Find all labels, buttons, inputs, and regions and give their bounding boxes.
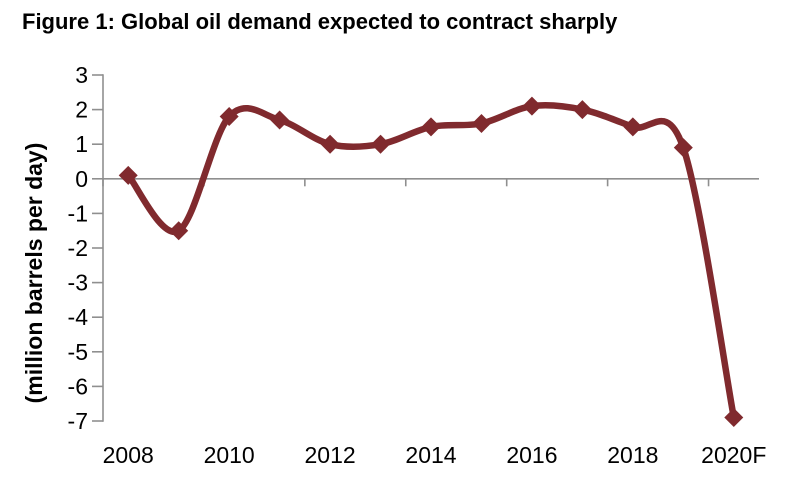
data-point-marker [522, 96, 542, 116]
y-tick-label: -5 [68, 339, 88, 365]
data-point-marker [724, 408, 744, 428]
x-tick-label: 2016 [506, 442, 557, 468]
data-point-marker [673, 138, 693, 158]
y-tick-label: -2 [68, 235, 88, 261]
y-tick-label: -4 [68, 304, 89, 330]
figure-title: Figure 1: Global oil demand expected to … [22, 9, 618, 34]
y-tick-label: -1 [68, 200, 88, 226]
data-point-marker [118, 165, 138, 185]
y-tick-label: -3 [68, 270, 88, 296]
y-axis-title: (million barrels per day) [21, 143, 47, 404]
x-tick-label: 2014 [405, 442, 456, 468]
y-tick-label: -6 [68, 373, 88, 399]
x-tick-label: 2010 [204, 442, 255, 468]
data-point-marker [421, 117, 441, 137]
y-tick-label: 0 [75, 166, 88, 192]
data-point-marker [169, 221, 189, 241]
data-point-marker [623, 117, 643, 137]
data-point-marker [270, 110, 290, 130]
data-point-marker [320, 134, 340, 154]
x-tick-label: 2020F [701, 442, 766, 468]
data-point-marker [219, 107, 239, 127]
y-tick-label: 1 [75, 131, 88, 157]
y-tick-label: 3 [75, 62, 88, 88]
y-tick-label: -7 [68, 408, 88, 434]
data-point-marker [471, 113, 491, 133]
data-point-marker [371, 134, 391, 154]
data-point-marker [572, 100, 592, 120]
x-tick-label: 2008 [103, 442, 154, 468]
x-tick-label: 2018 [607, 442, 658, 468]
y-tick-label: 2 [75, 97, 88, 123]
demand-line [124, 101, 738, 421]
x-tick-label: 2012 [304, 442, 355, 468]
